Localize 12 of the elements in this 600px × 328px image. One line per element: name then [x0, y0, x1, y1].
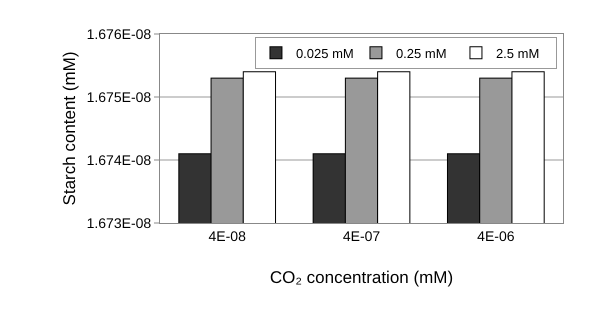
x-axis-title: CO₂ concentration (mM) — [270, 268, 454, 288]
y-tick-label: 1.673E-08 — [86, 214, 152, 231]
x-tick-label: 4E-06 — [477, 228, 515, 244]
y-axis-title: Starch content (mM) — [60, 52, 80, 206]
y-tick-label: 1.675E-08 — [86, 88, 152, 105]
y-tick-label: 1.674E-08 — [86, 152, 152, 168]
legend-label: 0.025 mM — [296, 46, 354, 61]
legend-label: 0.25 mM — [396, 46, 447, 61]
legend-label: 2.5 mM — [496, 46, 540, 61]
x-tick-label: 4E-07 — [342, 228, 380, 244]
x-tick-label: 4E-08 — [208, 228, 246, 244]
y-tick-label: 1.676E-08 — [86, 26, 152, 42]
